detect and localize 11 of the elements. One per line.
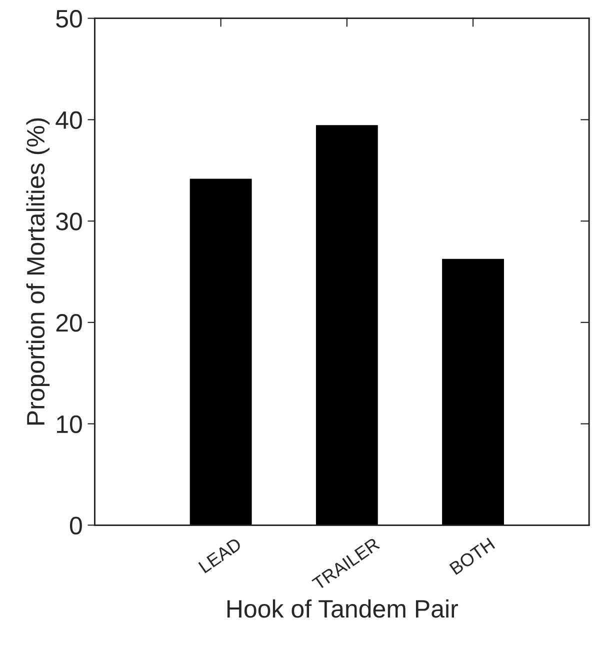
x-axis-title: Hook of Tandem Pair [227,599,458,618]
y-tick-label: 20 [56,314,82,332]
bar [316,125,378,526]
y-tick-label: 40 [56,111,82,129]
y-tick-label: 30 [56,212,82,230]
bar [190,178,252,526]
y-tick-label: 10 [57,415,82,434]
y-tick-label: 0 [70,516,82,534]
bar [442,258,504,526]
y-tick-label: 50 [56,10,82,28]
y-axis-title: Proportion of Mortalities (%) [26,118,50,425]
